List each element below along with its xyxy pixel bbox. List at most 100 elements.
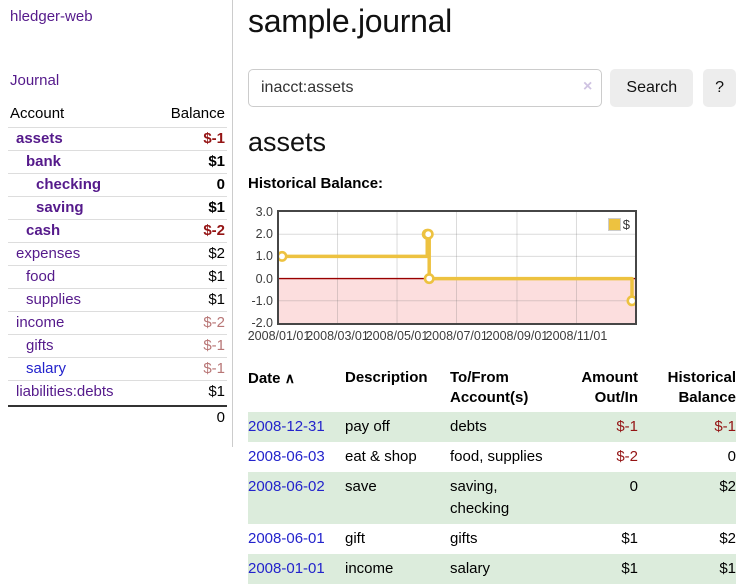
transaction-date-link[interactable]: 2008-06-02 — [248, 478, 325, 495]
search-button[interactable]: Search — [610, 69, 694, 107]
legend-swatch-icon — [607, 218, 621, 231]
transaction-amount: 0 — [629, 478, 638, 495]
sidebar-item-journal[interactable]: Journal — [10, 72, 60, 89]
account-row-income: income $-2 — [8, 311, 227, 335]
register-row: 2008-06-01 gift gifts $1 $2 — [248, 524, 736, 554]
accounts-total-value: 0 — [150, 405, 227, 429]
account-balance: $-2 — [150, 219, 227, 243]
transaction-description: gift — [345, 530, 366, 547]
account-link-liabilities-debts[interactable]: liabilities:debts — [16, 383, 114, 400]
transaction-description: income — [345, 560, 394, 577]
register-row: 2008-06-02 save saving, checking 0 $2 — [248, 472, 736, 524]
register-header-date[interactable]: Date ∧ — [248, 370, 295, 387]
transaction-date-link[interactable]: 2008-01-01 — [248, 560, 325, 577]
x-axis-tick-label: 2008/07/01 — [425, 329, 488, 343]
account-link-checking[interactable]: checking — [36, 176, 102, 193]
account-balance: $-1 — [150, 334, 227, 358]
chart-plot[interactable]: $ — [277, 210, 637, 325]
account-row-salary: salary $-1 — [8, 357, 227, 381]
y-axis-tick-label: 0.0 — [255, 271, 273, 286]
help-button[interactable]: ? — [703, 69, 736, 107]
account-balance: $2 — [150, 242, 227, 266]
account-balance: $1 — [150, 380, 227, 406]
transaction-date-link[interactable]: 2008-06-01 — [248, 530, 325, 547]
transaction-balance: $-1 — [714, 418, 736, 435]
sort-ascending-icon: ∧ — [284, 370, 295, 386]
account-row-cash: cash $-2 — [8, 219, 227, 243]
transaction-description: save — [345, 478, 377, 495]
account-link-saving[interactable]: saving — [36, 199, 84, 216]
accounts-header-row: Account Balance — [8, 103, 227, 128]
account-balance: $-2 — [150, 311, 227, 335]
transaction-description: eat & shop — [345, 448, 417, 465]
register-header-amount: Amount Out/In — [581, 369, 638, 406]
accounts-total-row: 0 — [8, 405, 227, 429]
x-axis-tick-label: 2008/05/01 — [365, 329, 429, 343]
transaction-accounts: saving, checking — [450, 478, 510, 517]
account-balance: $1 — [150, 196, 227, 220]
account-balance: $1 — [150, 150, 227, 174]
y-axis-tick-label: 2.0 — [255, 227, 273, 242]
account-row-assets: assets $-1 — [8, 127, 227, 151]
accounts-table: Account Balance assets $-1 bank $1 check… — [8, 103, 227, 429]
chart-legend: $ — [607, 217, 630, 232]
transaction-accounts: salary — [450, 560, 491, 577]
account-balance: $1 — [150, 288, 227, 312]
accounts-header-account: Account — [10, 105, 65, 122]
register-row: 2008-01-01 income salary $1 $1 — [248, 554, 736, 584]
account-row-bank: bank $1 — [8, 150, 227, 174]
account-link-cash[interactable]: cash — [26, 222, 61, 239]
transaction-description: pay off — [345, 418, 390, 435]
x-axis-tick-label: 2008/01/01 — [247, 329, 311, 343]
account-balance: $-1 — [150, 357, 227, 381]
account-link-supplies[interactable]: supplies — [26, 291, 82, 308]
register-header-balance: Historical Balance — [667, 369, 736, 406]
account-link-salary[interactable]: salary — [26, 360, 67, 377]
transaction-accounts: gifts — [450, 530, 478, 547]
transaction-balance: $1 — [719, 560, 736, 577]
account-row-food: food $1 — [8, 265, 227, 289]
transaction-amount: $1 — [621, 530, 638, 547]
account-balance: 0 — [150, 173, 227, 197]
historical-balance-chart: $ 3.0 2.0 1.0 0.0 -1.0 -2.0 2008/01/01 2008/03/… — [248, 205, 637, 348]
y-axis-tick-label: -1.0 — [251, 293, 273, 308]
account-row-supplies: supplies $1 — [8, 288, 227, 312]
account-link-expenses[interactable]: expenses — [16, 245, 81, 262]
app-title-link[interactable]: hledger-web — [10, 8, 93, 25]
accounts-header-balance: Balance — [170, 105, 225, 122]
transaction-date-link[interactable]: 2008-06-03 — [248, 448, 325, 465]
account-link-food[interactable]: food — [26, 268, 56, 285]
y-axis-tick-label: -2.0 — [251, 316, 273, 330]
transaction-amount: $-2 — [616, 448, 638, 465]
transaction-accounts: debts — [450, 418, 487, 435]
transaction-amount: $1 — [621, 560, 638, 577]
clear-search-icon[interactable]: × — [583, 78, 593, 95]
account-link-assets[interactable]: assets — [16, 130, 63, 147]
page-title: sample.journal — [248, 3, 452, 39]
search-form: × Search ? — [248, 69, 736, 107]
register-row: 2008-06-03 eat & shop food, supplies $-2… — [248, 442, 736, 472]
register-table: Date ∧ Description To/From Account(s) Am… — [248, 366, 736, 584]
x-axis-tick-label: 2008/11/01 — [545, 329, 608, 343]
register-header-accounts: To/From Account(s) — [450, 369, 529, 406]
account-link-gifts[interactable]: gifts — [26, 337, 54, 354]
sidebar: hledger-web Journal Account Balance asse… — [0, 0, 233, 447]
x-axis-tick-label: 2008/09/01 — [485, 329, 549, 343]
transaction-date-link[interactable]: 2008-12-31 — [248, 418, 325, 435]
register-header-description: Description — [345, 369, 428, 386]
account-balance: $-1 — [150, 127, 227, 151]
legend-label: $ — [622, 217, 630, 232]
account-row-saving: saving $1 — [8, 196, 227, 220]
transaction-balance: 0 — [727, 448, 736, 465]
transaction-amount: $-1 — [616, 418, 638, 435]
account-link-income[interactable]: income — [16, 314, 65, 331]
account-heading: assets — [248, 127, 327, 157]
transaction-balance: $2 — [719, 530, 736, 547]
account-link-bank[interactable]: bank — [26, 153, 62, 170]
y-axis-tick-label: 1.0 — [255, 249, 273, 264]
account-row-checking: checking 0 — [8, 173, 227, 197]
account-row-expenses: expenses $2 — [8, 242, 227, 266]
account-row-gifts: gifts $-1 — [8, 334, 227, 358]
search-input[interactable] — [248, 69, 603, 107]
main-content: sample.journal × Search ? assets Histori… — [248, 0, 736, 584]
